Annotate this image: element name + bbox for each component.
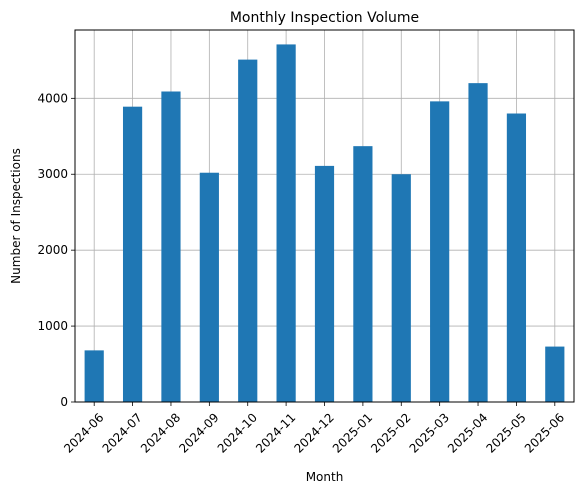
y-tick-label: 4000 xyxy=(37,91,68,105)
x-tick-label: 2024-09 xyxy=(176,410,221,455)
bar-2025-05 xyxy=(506,113,527,403)
y-tick-label: 3000 xyxy=(37,167,68,181)
x-tick-label: 2024-11 xyxy=(253,410,298,455)
x-tick-label: 2025-04 xyxy=(445,410,490,455)
bar-2025-06 xyxy=(545,346,565,402)
x-tick-label: 2025-06 xyxy=(522,410,567,455)
y-tick-label: 2000 xyxy=(37,243,68,257)
x-axis-label: Month xyxy=(306,470,344,484)
x-tick-label: 2025-03 xyxy=(407,410,452,455)
bar-2024-08 xyxy=(161,91,181,402)
x-tick-label: 2025-01 xyxy=(330,410,375,455)
bar-2024-07 xyxy=(122,106,143,402)
bar-2024-06 xyxy=(84,350,104,402)
bar-2024-11 xyxy=(276,44,296,402)
y-axis-label: Number of Inspections xyxy=(9,148,23,284)
x-tick-label: 2024-10 xyxy=(215,410,260,455)
x-tick-label: 2025-05 xyxy=(483,410,528,455)
bar-2024-10 xyxy=(238,59,258,403)
bar-2025-02 xyxy=(391,174,411,402)
bar-2024-09 xyxy=(199,172,219,402)
x-tick-label: 2024-12 xyxy=(291,410,336,455)
bar-2025-01 xyxy=(353,146,373,402)
bars xyxy=(84,44,565,403)
y-axis-ticks: 0 1000 2000 3000 4000 xyxy=(37,91,75,409)
bar-2024-12 xyxy=(314,165,335,402)
chart-title: Monthly Inspection Volume xyxy=(230,10,419,26)
x-tick-label: 2025-02 xyxy=(368,410,413,455)
bar-2025-04 xyxy=(468,83,488,403)
y-tick-label: 1000 xyxy=(37,319,68,333)
x-tick-label: 2024-06 xyxy=(61,410,106,455)
x-tick-label: 2024-07 xyxy=(100,410,145,455)
x-tick-label: 2024-08 xyxy=(138,410,183,455)
y-tick-label: 0 xyxy=(60,395,68,409)
x-axis-ticks: 2024-062024-072024-082024-092024-102024-… xyxy=(61,402,567,456)
bar-2025-03 xyxy=(430,101,450,402)
